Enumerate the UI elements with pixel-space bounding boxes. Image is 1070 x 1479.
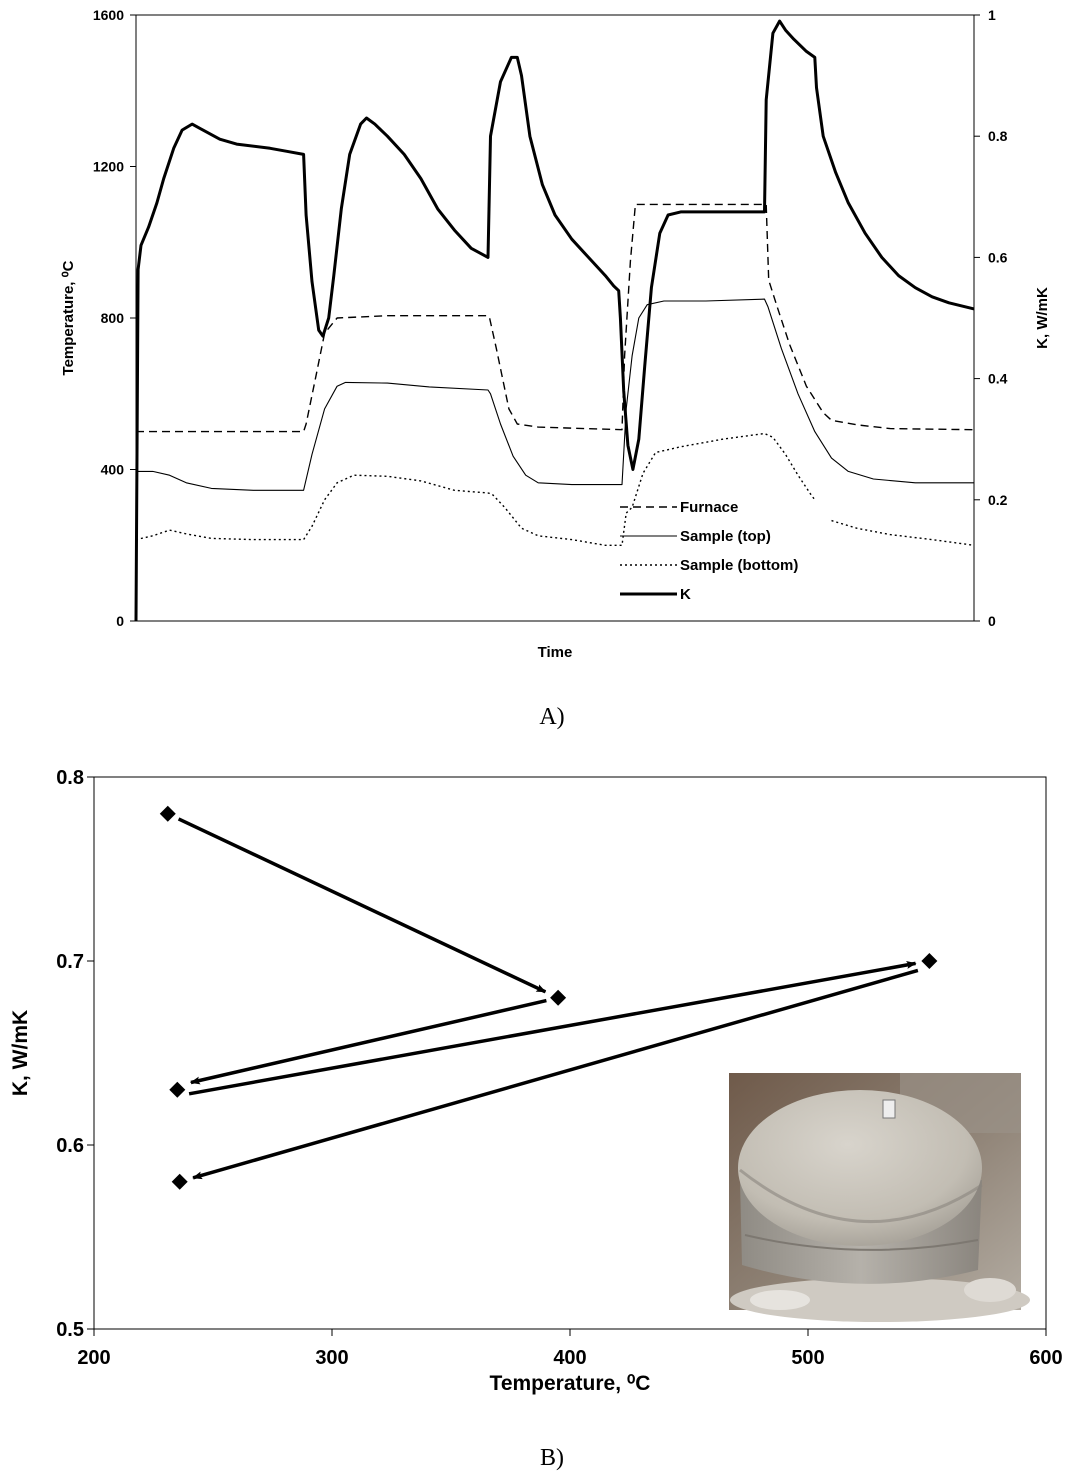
chart-b-x-tick-label: 300 [315,1347,348,1369]
chart-a-left-axis-ticks: 0 400 800 1200 1600 [93,7,136,629]
chart-a-series-line-4 [134,19,975,622]
chart-b-point [550,989,567,1006]
sample-photo [729,1073,1030,1322]
chart-b-y-tick-label: 0.5 [56,1319,84,1341]
chart-a-legend-label: Furnace [680,499,738,516]
chart-a-legend: Furnace Sample (top) Sample (bottom) K [620,499,798,603]
chart-a: 0 400 800 1200 1600 0 0.2 0.4 0.6 0.8 1 Time Temp… [60,7,1051,730]
chart-a-legend-label: K [680,586,691,603]
chart-a-ylabel-right: K, W/mK [1034,287,1051,349]
chart-a-series-line-1 [136,298,974,491]
chart-b-point [169,1081,186,1098]
chart-a-plot-area [135,14,975,622]
chart-a-series-line-0 [136,203,975,433]
chart-a-series-lines [134,19,975,622]
chart-b-y-tick-label: 0.7 [56,951,84,973]
chart-b-arrows [177,817,919,1180]
chart-b-point [921,953,938,969]
chart-a-series-line-2 [135,432,816,546]
chart-b-xlabel: Temperature, ⁰C [490,1372,651,1395]
chart-b-arrow [177,817,547,994]
chart-a-right-tick-label: 0.8 [988,128,1008,144]
chart-b-x-tick-label: 400 [553,1347,586,1369]
chart-b-x-tick-label: 600 [1029,1347,1062,1369]
chart-a-right-tick-label: 1 [988,7,996,23]
chart-b: 200 300 400 500 600 0.5 0.6 0.7 0.8 Temperature,… [9,767,1063,1471]
chart-b-point [171,1173,188,1190]
chart-b-ylabel: K, W/mK [9,1010,32,1096]
chart-a-left-tick-label: 400 [101,462,125,478]
chart-a-right-tick-label: 0.6 [988,249,1008,265]
chart-b-x-tick-label: 500 [791,1347,824,1369]
chart-a-caption: A) [539,704,564,730]
chart-a-xlabel: Time [538,644,573,661]
chart-b-y-tick-label: 0.6 [56,1135,84,1157]
chart-b-x-tick-label: 200 [77,1347,110,1369]
chart-b-points [159,805,938,1190]
chart-a-legend-label: Sample (bottom) [680,557,798,574]
chart-a-ylabel-left: Temperature, ⁰C [60,260,77,375]
chart-b-arrow [188,961,917,1096]
chart-a-right-tick-label: 0 [988,613,996,629]
chart-b-arrow [189,998,547,1085]
chart-a-right-tick-label: 0.4 [988,371,1008,387]
chart-b-caption: B) [540,1445,564,1471]
chart-a-right-tick-label: 0.2 [988,492,1008,508]
chart-a-left-tick-label: 1200 [93,159,124,175]
chart-a-legend-label: Sample (top) [680,528,771,545]
chart-b-y-tick-label: 0.8 [56,767,84,789]
chart-a-left-tick-label: 0 [116,613,124,629]
chart-b-axis-ticks: 200 300 400 500 600 0.5 0.6 0.7 0.8 [56,767,1063,1369]
chart-a-series-line-3 [831,519,975,546]
chart-a-left-tick-label: 800 [101,310,125,326]
chart-b-point [159,805,176,822]
chart-b-arrow [192,968,919,1180]
chart-a-left-tick-label: 1600 [93,7,124,23]
chart-a-right-axis-ticks: 0 0.2 0.4 0.6 0.8 1 [974,7,1008,629]
